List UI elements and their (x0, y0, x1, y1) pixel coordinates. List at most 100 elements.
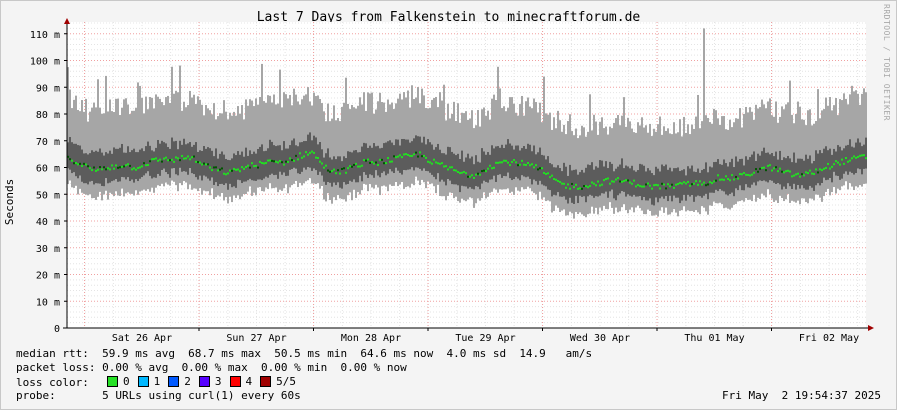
rtt-inner-band (173, 141, 175, 169)
median-rtt-point (765, 169, 767, 172)
median-rtt-point (285, 160, 287, 163)
rtt-inner-band (491, 145, 493, 180)
loss-color-value: 0 (123, 375, 130, 388)
median-rtt-point (681, 182, 683, 185)
median-rtt-point (775, 166, 777, 169)
rtt-inner-band (487, 152, 489, 183)
y-axis-arrow (64, 18, 70, 24)
median-rtt-point (857, 155, 859, 158)
rtt-inner-band (263, 151, 265, 179)
median-rtt-point (443, 165, 445, 168)
median-rtt-point (577, 187, 579, 190)
median-rtt-point (729, 179, 731, 182)
rtt-inner-band (767, 152, 769, 183)
rtt-inner-band (609, 161, 611, 192)
median-rtt-point (819, 168, 821, 171)
median-rtt-point (847, 160, 849, 163)
median-rtt-point (575, 183, 577, 186)
median-rtt-point (331, 170, 333, 173)
median-rtt-point (689, 184, 691, 187)
median-rtt-point (641, 185, 643, 188)
rtt-outer-band (267, 95, 269, 189)
rtt-inner-band (299, 142, 301, 175)
rtt-inner-band (695, 172, 697, 197)
rtt-outer-band (807, 110, 809, 204)
rtt-inner-band (611, 163, 613, 190)
median-rtt-point (663, 183, 665, 186)
rtt-outer-band (137, 82, 139, 195)
rtt-inner-band (431, 144, 433, 175)
median-rtt-point (343, 167, 345, 170)
rtt-inner-band (325, 153, 327, 185)
median-rtt-point (709, 181, 711, 184)
median-rtt-point (157, 159, 159, 162)
median-rtt-point (827, 162, 829, 165)
rtt-inner-band (439, 149, 441, 182)
median-rtt-point (141, 165, 143, 168)
rtt-outer-band (593, 114, 595, 214)
median-rtt-point (359, 165, 361, 168)
median-rtt-point (445, 165, 447, 168)
median-rtt-point (429, 161, 431, 164)
median-rtt-point (315, 156, 317, 159)
median-rtt-point (143, 162, 145, 165)
rtt-inner-band (587, 164, 589, 197)
rtt-outer-band (173, 93, 175, 182)
rtt-inner-band (385, 142, 387, 176)
rtt-inner-band (641, 164, 643, 201)
median-rtt-point (745, 173, 747, 176)
rtt-inner-band (121, 143, 123, 177)
rtt-outer-band (229, 112, 231, 197)
median-rtt-point (205, 163, 207, 166)
median-rtt-point (457, 171, 459, 174)
rtt-inner-band (395, 139, 397, 168)
median-rtt-point (89, 167, 91, 170)
median-rtt-point (77, 163, 79, 166)
rtt-inner-band (461, 150, 463, 186)
rtt-inner-band (205, 148, 207, 177)
rtt-outer-band (247, 105, 249, 192)
chart-title: Last 7 Days from Falkenstein to minecraf… (256, 10, 641, 25)
median-rtt-point (619, 180, 621, 183)
median-rtt-point (401, 156, 403, 159)
rtt-outer-band (635, 132, 637, 208)
rtt-inner-band (227, 159, 229, 190)
rtt-inner-band (489, 154, 491, 180)
rtt-inner-band (833, 148, 835, 172)
rtt-inner-band (591, 162, 593, 196)
median-rtt-point (599, 184, 601, 187)
rtt-inner-band (507, 139, 509, 173)
median-rtt-point (353, 163, 355, 166)
median-rtt-point (103, 166, 105, 169)
loss-color-item: 3 (198, 375, 222, 388)
median-rtt-point (389, 160, 391, 163)
median-rtt-point (581, 187, 583, 190)
rtt-inner-band (793, 152, 795, 184)
rtt-inner-band (837, 145, 839, 176)
rtt-inner-band (293, 138, 295, 168)
median-rtt-point (495, 161, 497, 164)
rtt-inner-band (369, 145, 371, 175)
rtt-inner-band (607, 168, 609, 198)
rtt-outer-band (273, 94, 275, 189)
rtt-outer-band (441, 100, 443, 197)
rtt-outer-band (349, 109, 351, 193)
rtt-inner-band (565, 166, 567, 200)
legend-packet-loss: packet loss: 0.00 % avg 0.00 % max 0.00 … (16, 361, 407, 374)
median-rtt-point (557, 180, 559, 183)
loss-color-swatch (229, 376, 241, 387)
median-rtt-point (605, 178, 607, 181)
median-rtt-point (197, 161, 199, 164)
rtt-inner-band (725, 163, 727, 195)
median-rtt-point (395, 156, 397, 159)
rtt-outer-band (483, 107, 485, 193)
rtt-outer-band (97, 79, 99, 197)
median-rtt-point (703, 181, 705, 184)
rtt-inner-band (193, 144, 195, 175)
rtt-outer-band (103, 113, 105, 195)
median-rtt-point (137, 167, 139, 170)
rtt-outer-band (199, 99, 201, 189)
median-rtt-point (721, 178, 723, 181)
rtt-outer-band (287, 98, 289, 194)
